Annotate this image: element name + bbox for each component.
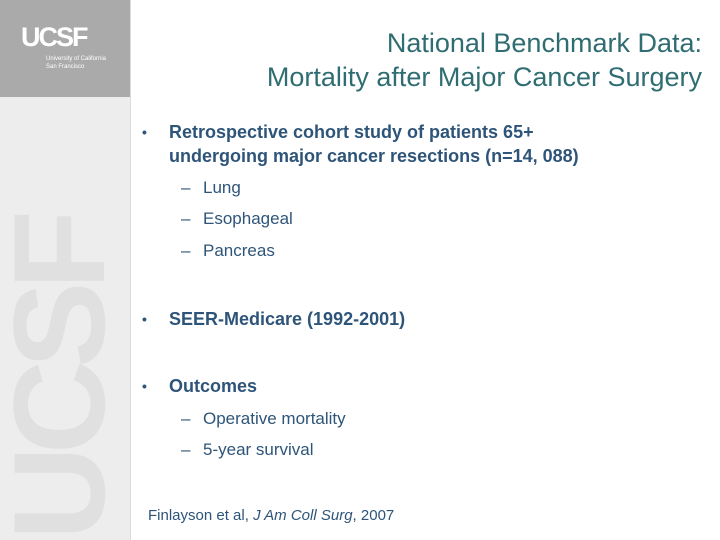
logo-university-line: University of California [46, 56, 107, 62]
slide-title-line-1: National Benchmark Data: [386, 28, 702, 58]
sub-item-label: Operative mortality [203, 409, 346, 428]
sub-item-5-year-survival: –5-year survival [181, 440, 314, 460]
bullet-text: Retrospective cohort study of patients 6… [169, 122, 534, 142]
sub-dash: – [181, 178, 191, 197]
citation-year: , 2007 [352, 507, 395, 524]
citation-journal: J Am Coll Surg [253, 507, 353, 524]
bullet-dot: • [142, 378, 147, 394]
logo-location-line: San Francisco [46, 64, 85, 70]
slide-title: National Benchmark Data: Mortality after… [140, 26, 702, 94]
bullet-text-cont: undergoing major cancer resections (n=14… [169, 146, 579, 166]
sub-item-label: Pancreas [203, 241, 275, 260]
slide-title-line-2: Mortality after Major Cancer Surgery [266, 62, 702, 92]
logo-mark: UCSF [21, 22, 88, 52]
sidebar: UCSF University of California San Franci… [0, 0, 132, 540]
bullet-dot: • [142, 311, 147, 327]
bullet-text: SEER-Medicare (1992-2001) [169, 309, 406, 329]
sub-item-lung: – Lung [181, 178, 241, 198]
sub-item-esophageal: – Esophageal [181, 209, 293, 229]
bullet-text: Outcomes [169, 376, 258, 396]
sub-item-label: 5-year survival [203, 440, 314, 459]
sub-dash: – [181, 241, 191, 260]
bullet-dot: • [142, 124, 147, 140]
citation: Finlayson et al, J Am Coll Surg, 2007 [148, 507, 394, 524]
ucsf-watermark: UCSF [0, 218, 132, 540]
sub-item-operative-mortality: – Operative mortality [181, 409, 346, 429]
sub-dash: – [181, 209, 191, 228]
citation-authors: Finlayson et al, [148, 507, 254, 524]
sub-item-label: Esophageal [203, 209, 293, 228]
sub-dash: – [181, 440, 191, 459]
ucsf-logo: UCSF University of California San Franci… [0, 0, 130, 97]
sub-item-label: Lung [203, 178, 241, 197]
sub-dash: – [181, 409, 191, 428]
sub-item-pancreas: – Pancreas [181, 241, 275, 261]
